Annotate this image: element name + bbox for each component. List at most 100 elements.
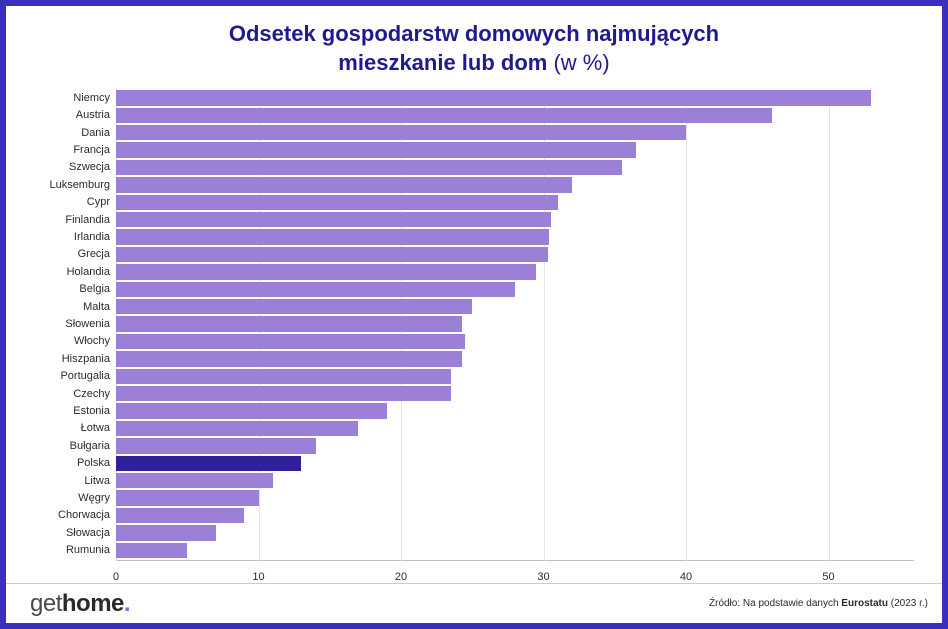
bar [116, 543, 187, 558]
bar [116, 142, 636, 157]
bar [116, 160, 622, 175]
bar-row: Holandia [116, 263, 914, 280]
y-axis-label: Chorwacja [10, 509, 110, 521]
bar-row: Francja [116, 141, 914, 158]
bar [116, 369, 451, 384]
bar [116, 351, 462, 366]
bar [116, 386, 451, 401]
y-axis-label: Litwa [10, 475, 110, 487]
bar-row: Rumunia [116, 542, 914, 559]
bar [116, 490, 259, 505]
title-pct-suffix: (w %) [553, 50, 609, 75]
logo-dot: . [124, 590, 130, 617]
y-axis-label: Bułgaria [10, 440, 110, 452]
y-axis-label: Słowacja [10, 527, 110, 539]
y-axis-label: Słowenia [10, 318, 110, 330]
y-axis-label: Belgia [10, 283, 110, 295]
bar [116, 177, 572, 192]
bar-row: Szwecja [116, 159, 914, 176]
y-axis-label: Grecja [10, 248, 110, 260]
bar-row: Austria [116, 107, 914, 124]
logo-home: home [62, 590, 124, 617]
bar [116, 421, 358, 436]
bar [116, 125, 686, 140]
bar-row: Grecja [116, 246, 914, 263]
y-axis-label: Niemcy [10, 92, 110, 104]
y-axis-label: Hiszpania [10, 353, 110, 365]
y-axis-label: Szwecja [10, 161, 110, 173]
bar-row: Malta [116, 298, 914, 315]
y-axis-label: Dania [10, 127, 110, 139]
y-axis-label: Irlandia [10, 231, 110, 243]
bar [116, 212, 551, 227]
y-axis-label: Austria [10, 109, 110, 121]
title-line2: mieszkanie lub dom [338, 50, 547, 75]
bar [116, 108, 772, 123]
y-axis-label: Holandia [10, 266, 110, 278]
source-suffix: (2023 r.) [888, 598, 928, 609]
bar [116, 90, 871, 105]
bar [116, 525, 216, 540]
bar-row: Cypr [116, 194, 914, 211]
y-axis-label: Łotwa [10, 422, 110, 434]
logo-get: get [30, 590, 62, 617]
bar-row: Belgia [116, 281, 914, 298]
footer: gethome. Źródło: Na podstawie danych Eur… [6, 583, 942, 623]
bar-row: Dania [116, 124, 914, 141]
chart-frame: Odsetek gospodarstw domowych najmujących… [0, 0, 948, 629]
bar-row: Polska [116, 455, 914, 472]
bar [116, 438, 316, 453]
bar [116, 247, 548, 262]
bar-row: Portugalia [116, 368, 914, 385]
bar [116, 229, 549, 244]
plot-region: 01020304050NiemcyAustriaDaniaFrancjaSzwe… [116, 89, 914, 561]
y-axis-label: Portugalia [10, 370, 110, 382]
chart-title: Odsetek gospodarstw domowych najmujących… [16, 20, 932, 77]
x-tick-label: 20 [395, 571, 407, 583]
bar [116, 264, 536, 279]
chart-area: 01020304050NiemcyAustriaDaniaFrancjaSzwe… [6, 81, 942, 583]
bar-row: Słowacja [116, 524, 914, 541]
bar-row: Estonia [116, 402, 914, 419]
bar-row: Węgry [116, 489, 914, 506]
bar [116, 299, 472, 314]
bar [116, 508, 244, 523]
x-tick-label: 0 [113, 571, 119, 583]
bar-highlight [116, 456, 301, 471]
bar-row: Włochy [116, 333, 914, 350]
x-axis-line [116, 560, 914, 561]
bar [116, 473, 273, 488]
y-axis-label: Węgry [10, 492, 110, 504]
logo: gethome. [30, 590, 130, 618]
bar-row: Luksemburg [116, 176, 914, 193]
x-tick-label: 40 [680, 571, 692, 583]
bar-row: Słowenia [116, 315, 914, 332]
bar [116, 195, 558, 210]
bar-row: Irlandia [116, 228, 914, 245]
y-axis-label: Włochy [10, 335, 110, 347]
y-axis-label: Estonia [10, 405, 110, 417]
y-axis-label: Czechy [10, 388, 110, 400]
x-tick-label: 10 [252, 571, 264, 583]
bar-row: Bułgaria [116, 437, 914, 454]
y-axis-label: Polska [10, 457, 110, 469]
bar-row: Chorwacja [116, 507, 914, 524]
bar-row: Finlandia [116, 211, 914, 228]
bar-row: Litwa [116, 472, 914, 489]
bar-row: Hiszpania [116, 350, 914, 367]
bar [116, 403, 387, 418]
source-bold: Eurostatu [841, 598, 888, 609]
y-axis-label: Francja [10, 144, 110, 156]
bar [116, 334, 465, 349]
x-tick-label: 30 [537, 571, 549, 583]
bar [116, 282, 515, 297]
source-text: Źródło: Na podstawie danych Eurostatu (2… [709, 598, 928, 609]
y-axis-label: Luksemburg [10, 179, 110, 191]
bar-row: Łotwa [116, 420, 914, 437]
title-line1: Odsetek gospodarstw domowych najmujących [229, 21, 719, 46]
y-axis-label: Rumunia [10, 544, 110, 556]
bar-row: Niemcy [116, 89, 914, 106]
bar [116, 316, 462, 331]
x-tick-label: 50 [822, 571, 834, 583]
y-axis-label: Malta [10, 301, 110, 313]
